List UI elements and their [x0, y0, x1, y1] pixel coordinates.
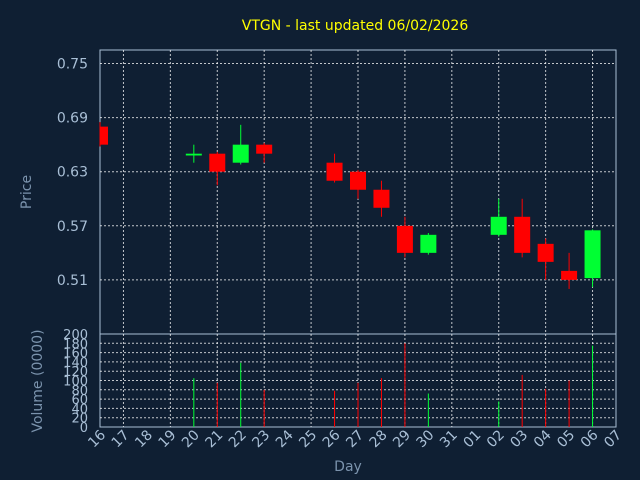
volume-tick-label: 200	[63, 328, 88, 343]
candle-body	[209, 153, 226, 172]
candle	[396, 216, 413, 258]
x-tick-label: 03	[507, 427, 531, 451]
x-tick-label: 24	[273, 427, 297, 451]
volume-tick-label: 180	[63, 337, 88, 352]
candle-body	[561, 270, 578, 280]
volume-bars	[193, 343, 594, 427]
x-tick-label: 25	[296, 427, 320, 451]
candle	[185, 144, 202, 163]
candle	[232, 124, 249, 165]
volume-tick-label: 60	[71, 393, 88, 408]
x-tick-label: 29	[390, 427, 414, 451]
x-tick-label: 20	[179, 427, 203, 451]
x-tick-label: 22	[226, 427, 250, 451]
price-axis-label: Price	[19, 175, 35, 209]
candle	[350, 169, 366, 199]
candle	[490, 198, 507, 237]
candle-body	[490, 216, 507, 235]
volume-tick-label: 160	[63, 347, 88, 362]
x-tick-label: 05	[554, 427, 578, 451]
candle-body	[350, 171, 366, 190]
x-tick-label: 21	[202, 427, 226, 451]
candle	[514, 198, 531, 258]
candle	[209, 151, 226, 186]
candle	[420, 233, 437, 255]
x-tick-label: 02	[484, 427, 508, 451]
chart-title: VTGN - last updated 06/02/2026	[242, 18, 469, 34]
candle-body	[420, 234, 437, 253]
x-tick-label: 30	[414, 427, 438, 451]
price-tick-label: 0.51	[57, 273, 88, 289]
candle-body	[256, 144, 273, 154]
candle-body	[396, 225, 413, 253]
candle	[99, 122, 108, 147]
candle	[584, 229, 601, 288]
candle-body	[232, 144, 249, 163]
volume-tick-label: 120	[63, 365, 88, 380]
x-tick-label: 28	[367, 427, 391, 451]
x-tick-label: 07	[601, 427, 625, 451]
x-tick-label: 31	[437, 427, 461, 451]
candle-body	[100, 126, 108, 145]
x-tick-label: 18	[132, 427, 156, 451]
x-tick-label: 23	[249, 427, 273, 451]
x-tick-label: 26	[320, 427, 344, 451]
price-tick-label: 0.63	[57, 165, 88, 181]
x-tick-label: 27	[343, 427, 367, 451]
candle-body	[537, 243, 554, 262]
price-panel: 0.75 0.69 0.63 0.57 0.51	[57, 49, 617, 335]
candles	[99, 122, 601, 289]
x-tick-label: 06	[578, 427, 602, 451]
candle-body	[373, 189, 390, 208]
x-axis-label: Day	[334, 459, 362, 475]
candle	[537, 238, 554, 280]
candle	[326, 153, 343, 183]
candle	[561, 252, 578, 289]
x-tick-label: 01	[460, 427, 484, 451]
candle	[373, 180, 390, 217]
candle	[256, 142, 273, 163]
price-grid	[100, 50, 616, 334]
x-tick-label: 17	[109, 427, 133, 451]
price-tick-label: 0.75	[57, 57, 88, 73]
volume-tick-label: 80	[71, 384, 88, 399]
x-tick-labels: 16 17 18 19 20 21 22 23 24 25 26 27 28 29 30 31 01 02 03 04…	[85, 427, 625, 451]
candle-body	[514, 216, 531, 253]
volume-tick-label: 0	[80, 421, 88, 436]
volume-tick-label: 20	[71, 412, 88, 427]
price-tick-label: 0.69	[57, 111, 88, 127]
x-tick-label: 19	[156, 427, 180, 451]
candle-body	[584, 230, 601, 279]
x-tick-label: 04	[531, 427, 555, 451]
x-tick-label: 16	[85, 427, 109, 451]
volume-axis-label: Volume (0000)	[30, 329, 46, 432]
candle-body	[326, 162, 343, 181]
volume-tick-label: 40	[71, 402, 88, 417]
volume-tick-label: 140	[63, 356, 88, 371]
price-tick-labels: 0.75 0.69 0.63 0.57 0.51	[57, 57, 88, 289]
price-tick-label: 0.57	[57, 219, 88, 235]
candle-body	[185, 153, 202, 156]
volume-tick-label: 100	[63, 375, 88, 390]
